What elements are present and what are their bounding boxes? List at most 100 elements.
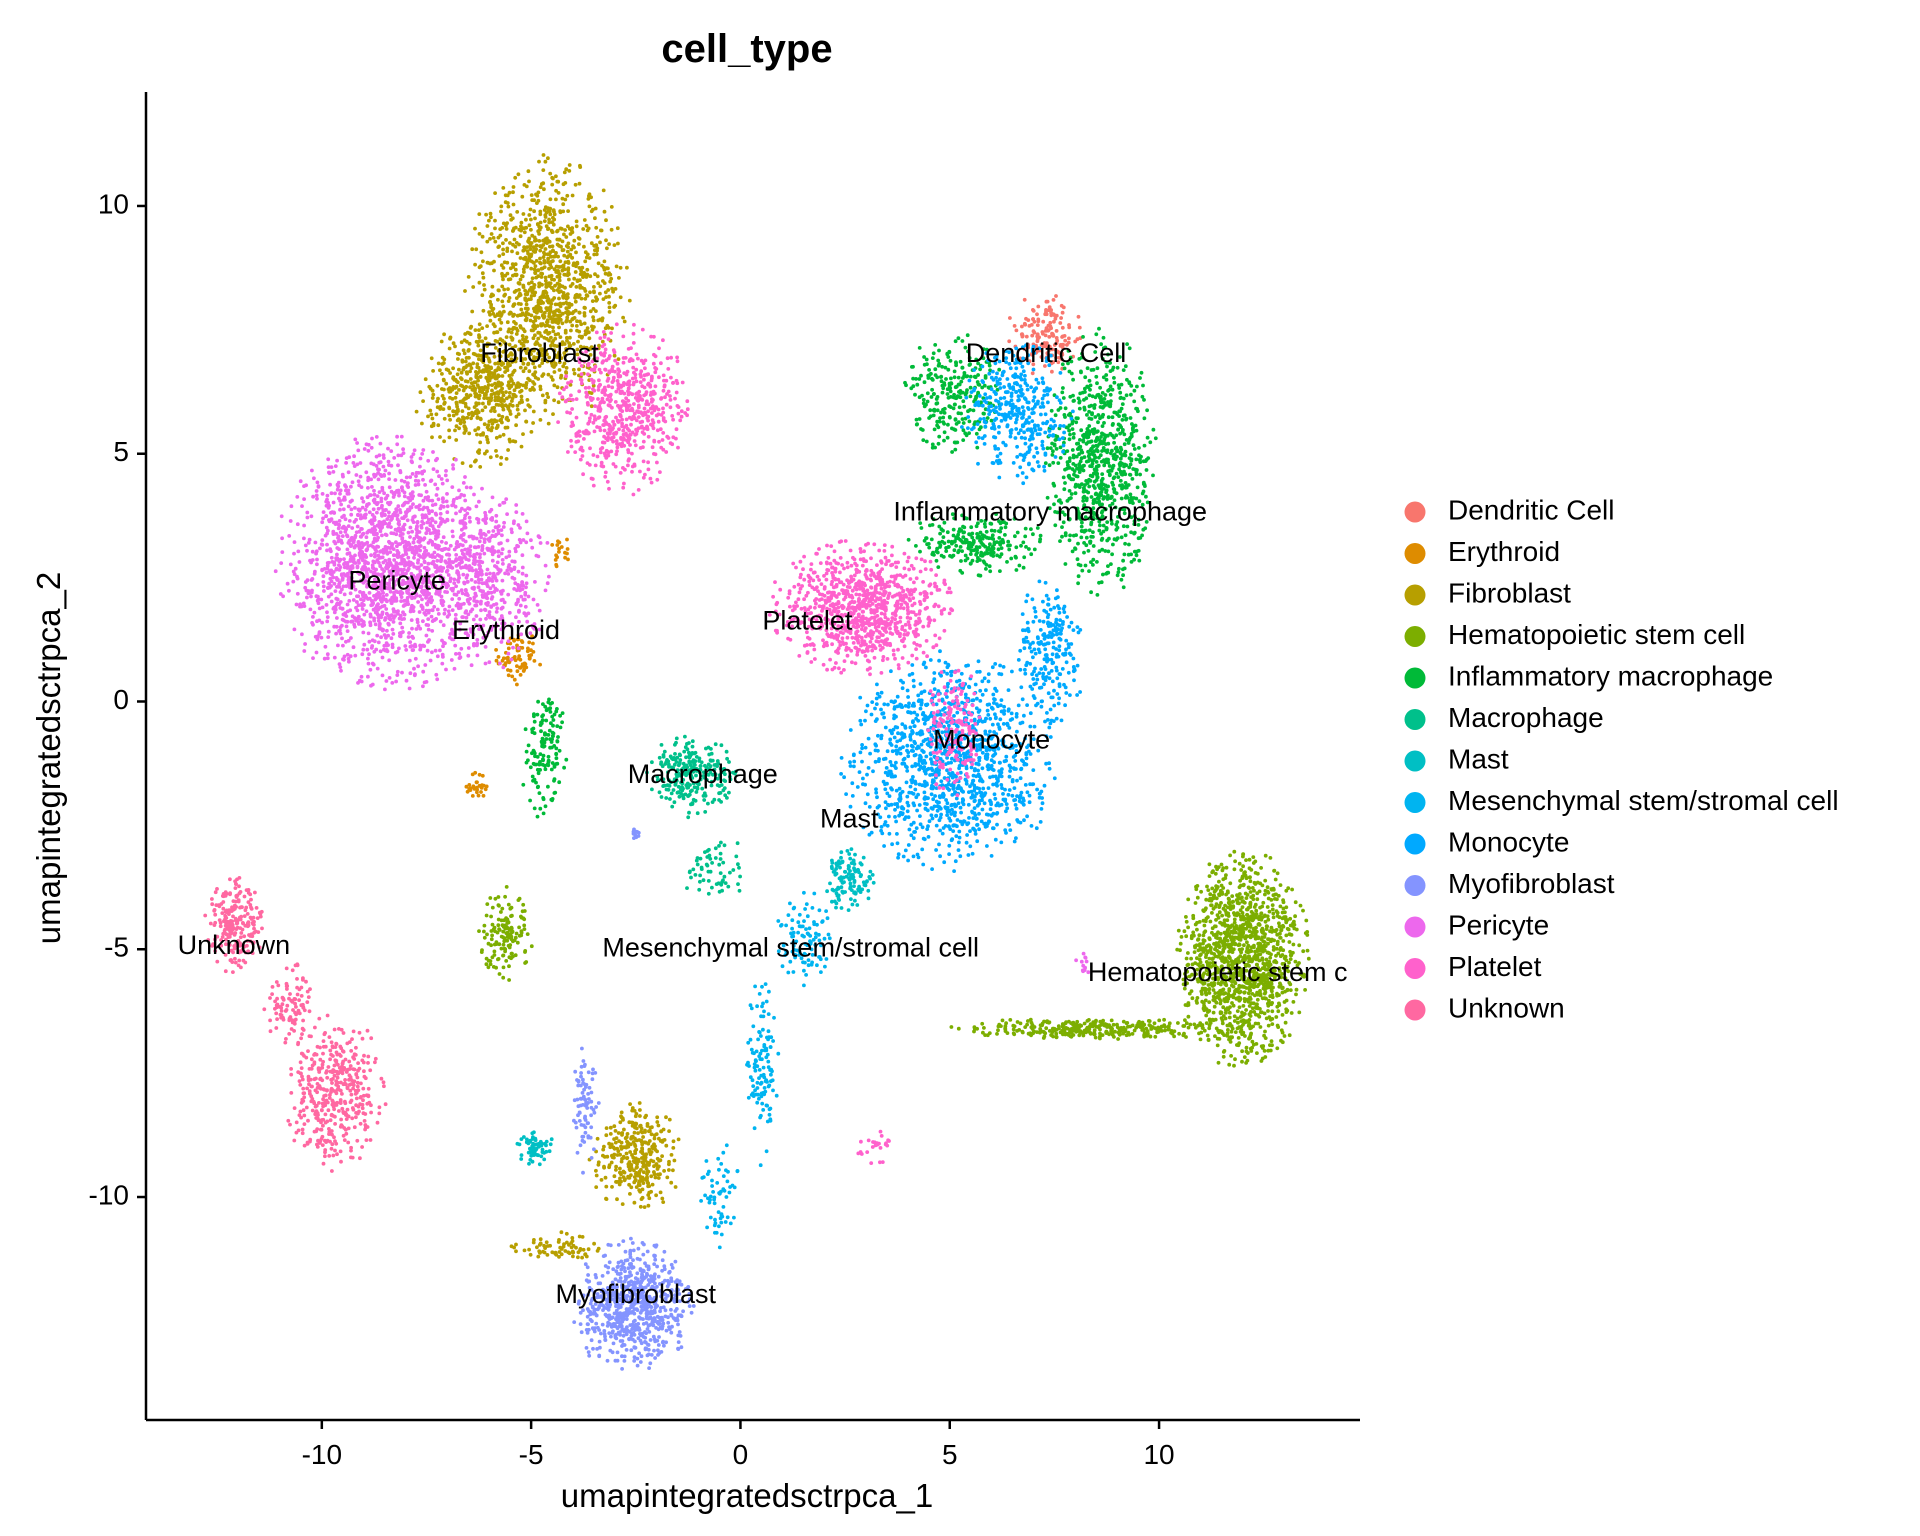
data-point xyxy=(632,1130,637,1135)
data-point xyxy=(1087,1018,1091,1022)
data-point xyxy=(637,1138,642,1142)
data-point xyxy=(486,372,491,377)
data-point xyxy=(626,1174,630,1179)
data-point xyxy=(468,326,473,330)
data-point xyxy=(524,419,528,424)
data-point xyxy=(1096,463,1101,468)
data-point xyxy=(1110,1030,1115,1035)
data-point xyxy=(515,682,519,687)
data-point xyxy=(576,236,581,240)
data-point xyxy=(543,215,548,219)
data-point xyxy=(458,421,463,426)
data-point xyxy=(664,1115,668,1120)
data-point xyxy=(1095,560,1099,564)
data-point xyxy=(1102,400,1107,405)
data-point xyxy=(671,1139,676,1144)
data-point xyxy=(1112,410,1117,415)
data-point xyxy=(1259,911,1264,916)
data-point xyxy=(468,377,473,381)
data-point xyxy=(1101,1022,1106,1027)
data-point xyxy=(551,215,555,220)
data-point xyxy=(431,369,435,373)
data-point xyxy=(1228,1035,1233,1039)
data-point xyxy=(1215,932,1219,937)
data-point xyxy=(522,661,527,666)
data-point xyxy=(662,1169,666,1173)
data-point xyxy=(1146,456,1151,460)
data-point xyxy=(510,399,514,403)
data-point xyxy=(504,390,508,394)
data-point xyxy=(573,293,578,298)
data-point xyxy=(1077,464,1082,469)
data-point xyxy=(526,312,531,317)
data-point xyxy=(1198,944,1202,949)
data-point xyxy=(582,244,586,249)
data-point xyxy=(673,1185,678,1189)
data-point xyxy=(1087,378,1092,383)
data-point xyxy=(549,375,554,379)
data-point xyxy=(1060,390,1065,395)
data-point xyxy=(542,265,547,269)
data-point xyxy=(639,1197,644,1201)
data-point xyxy=(590,299,595,303)
data-point xyxy=(529,266,534,271)
data-point xyxy=(465,789,470,794)
data-point xyxy=(531,421,535,425)
data-point xyxy=(1060,534,1064,539)
data-point xyxy=(631,1159,636,1163)
data-point xyxy=(1044,308,1048,312)
data-point xyxy=(1217,997,1222,1001)
data-point xyxy=(540,282,544,287)
data-point xyxy=(481,431,485,436)
data-point xyxy=(476,410,481,415)
data-point xyxy=(1298,903,1303,908)
data-point xyxy=(1076,484,1081,488)
data-point xyxy=(498,227,503,232)
data-point xyxy=(919,427,923,431)
data-point xyxy=(1047,305,1052,309)
data-point xyxy=(1191,930,1196,935)
data-point xyxy=(1203,987,1208,991)
data-point xyxy=(517,294,521,298)
data-point xyxy=(1253,1006,1258,1010)
data-point xyxy=(1128,435,1133,440)
data-point xyxy=(494,435,499,440)
data-point xyxy=(1048,320,1053,325)
data-point xyxy=(554,270,559,274)
data-point xyxy=(523,297,528,302)
data-point xyxy=(554,317,558,322)
data-point xyxy=(501,656,506,661)
data-point xyxy=(1071,377,1075,382)
data-point xyxy=(1087,528,1092,533)
data-point xyxy=(1109,468,1114,473)
data-point xyxy=(514,931,519,936)
data-point xyxy=(1240,947,1244,951)
data-point xyxy=(1217,910,1222,915)
data-point xyxy=(442,332,446,337)
data-point xyxy=(1134,470,1139,474)
data-point xyxy=(1038,1030,1042,1035)
data-point xyxy=(418,390,423,395)
data-point xyxy=(594,295,598,300)
data-point xyxy=(501,953,506,958)
data-point xyxy=(1079,369,1083,374)
data-point xyxy=(1201,949,1206,954)
data-point xyxy=(637,1188,642,1192)
data-point xyxy=(953,447,958,452)
data-point xyxy=(1291,1000,1296,1004)
data-point xyxy=(591,307,596,311)
data-point xyxy=(1061,1032,1065,1037)
data-point xyxy=(1224,1008,1228,1013)
data-point xyxy=(454,438,459,442)
data-point xyxy=(509,377,513,381)
data-point xyxy=(494,658,499,663)
data-point xyxy=(1100,547,1105,552)
data-point xyxy=(1270,1043,1274,1048)
data-point xyxy=(1275,914,1280,918)
data-point xyxy=(501,407,506,412)
data-point xyxy=(453,386,457,390)
data-point xyxy=(607,301,612,305)
data-point xyxy=(506,204,511,209)
data-point xyxy=(939,374,944,379)
data-point xyxy=(1207,1009,1212,1013)
